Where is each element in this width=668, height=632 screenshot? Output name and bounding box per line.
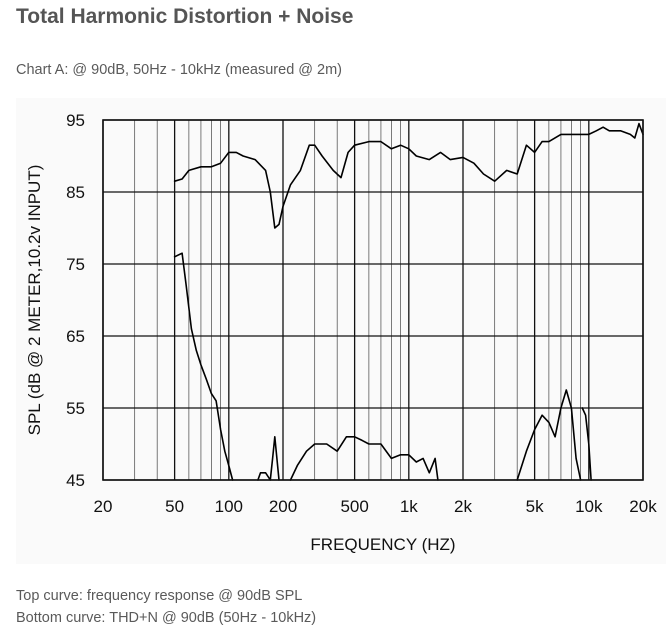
x-tick-label: 200 bbox=[269, 497, 297, 516]
chart-notes: Top curve: frequency response @ 90dB SPL… bbox=[16, 585, 316, 629]
bottom-curve-note: Bottom curve: THD+N @ 90dB (50Hz - 10kHz… bbox=[16, 610, 317, 626]
series-line-2 bbox=[173, 252, 234, 481]
y-tick-label: 45 bbox=[66, 471, 85, 490]
x-tick-label: 2k bbox=[454, 497, 472, 516]
series-line-3 bbox=[257, 435, 280, 481]
x-tick-label: 5k bbox=[526, 497, 544, 516]
x-tick-label: 1k bbox=[400, 497, 418, 516]
x-tick-label: 500 bbox=[340, 497, 368, 516]
chart-series bbox=[173, 122, 644, 481]
series-line-5 bbox=[516, 389, 582, 481]
x-tick-label: 20k bbox=[629, 497, 657, 516]
x-tick-label: 100 bbox=[215, 497, 243, 516]
plot-frame bbox=[102, 119, 644, 481]
x-tick-label: 20 bbox=[94, 497, 113, 516]
chart-grid bbox=[102, 119, 644, 481]
tick-labels: 20 50 100 200 500 1k 2k 5k 10k 20k 95 85 75 65 55 45 bbox=[66, 111, 657, 516]
page-title: Total Harmonic Distortion + Noise bbox=[16, 5, 354, 28]
y-axis-label: SPL (dB @ 2 METER,10.2v INPUT) bbox=[25, 165, 44, 436]
chart-caption: Chart A: @ 90dB, 50Hz - 10kHz (measured … bbox=[16, 62, 343, 78]
y-tick-label: 95 bbox=[66, 111, 85, 130]
y-tick-label: 85 bbox=[66, 183, 85, 202]
frequency-response-chart: 20 50 100 200 500 1k 2k 5k 10k 20k 95 85 75 65 55 45 FR… bbox=[25, 111, 657, 554]
series-line-4 bbox=[289, 435, 439, 481]
chart-container: 20 50 100 200 500 1k 2k 5k 10k 20k 95 85 75 65 55 45 FR… bbox=[16, 98, 666, 564]
series-line-6 bbox=[581, 407, 592, 481]
x-tick-label: 10k bbox=[575, 497, 603, 516]
x-axis-label: FREQUENCY (HZ) bbox=[310, 535, 455, 554]
y-tick-label: 55 bbox=[66, 399, 85, 418]
series-line-1 bbox=[173, 122, 644, 229]
y-tick-label: 75 bbox=[66, 255, 85, 274]
x-tick-label: 50 bbox=[165, 497, 184, 516]
y-tick-label: 65 bbox=[66, 327, 85, 346]
top-curve-note: Top curve: frequency response @ 90dB SPL bbox=[16, 588, 303, 604]
